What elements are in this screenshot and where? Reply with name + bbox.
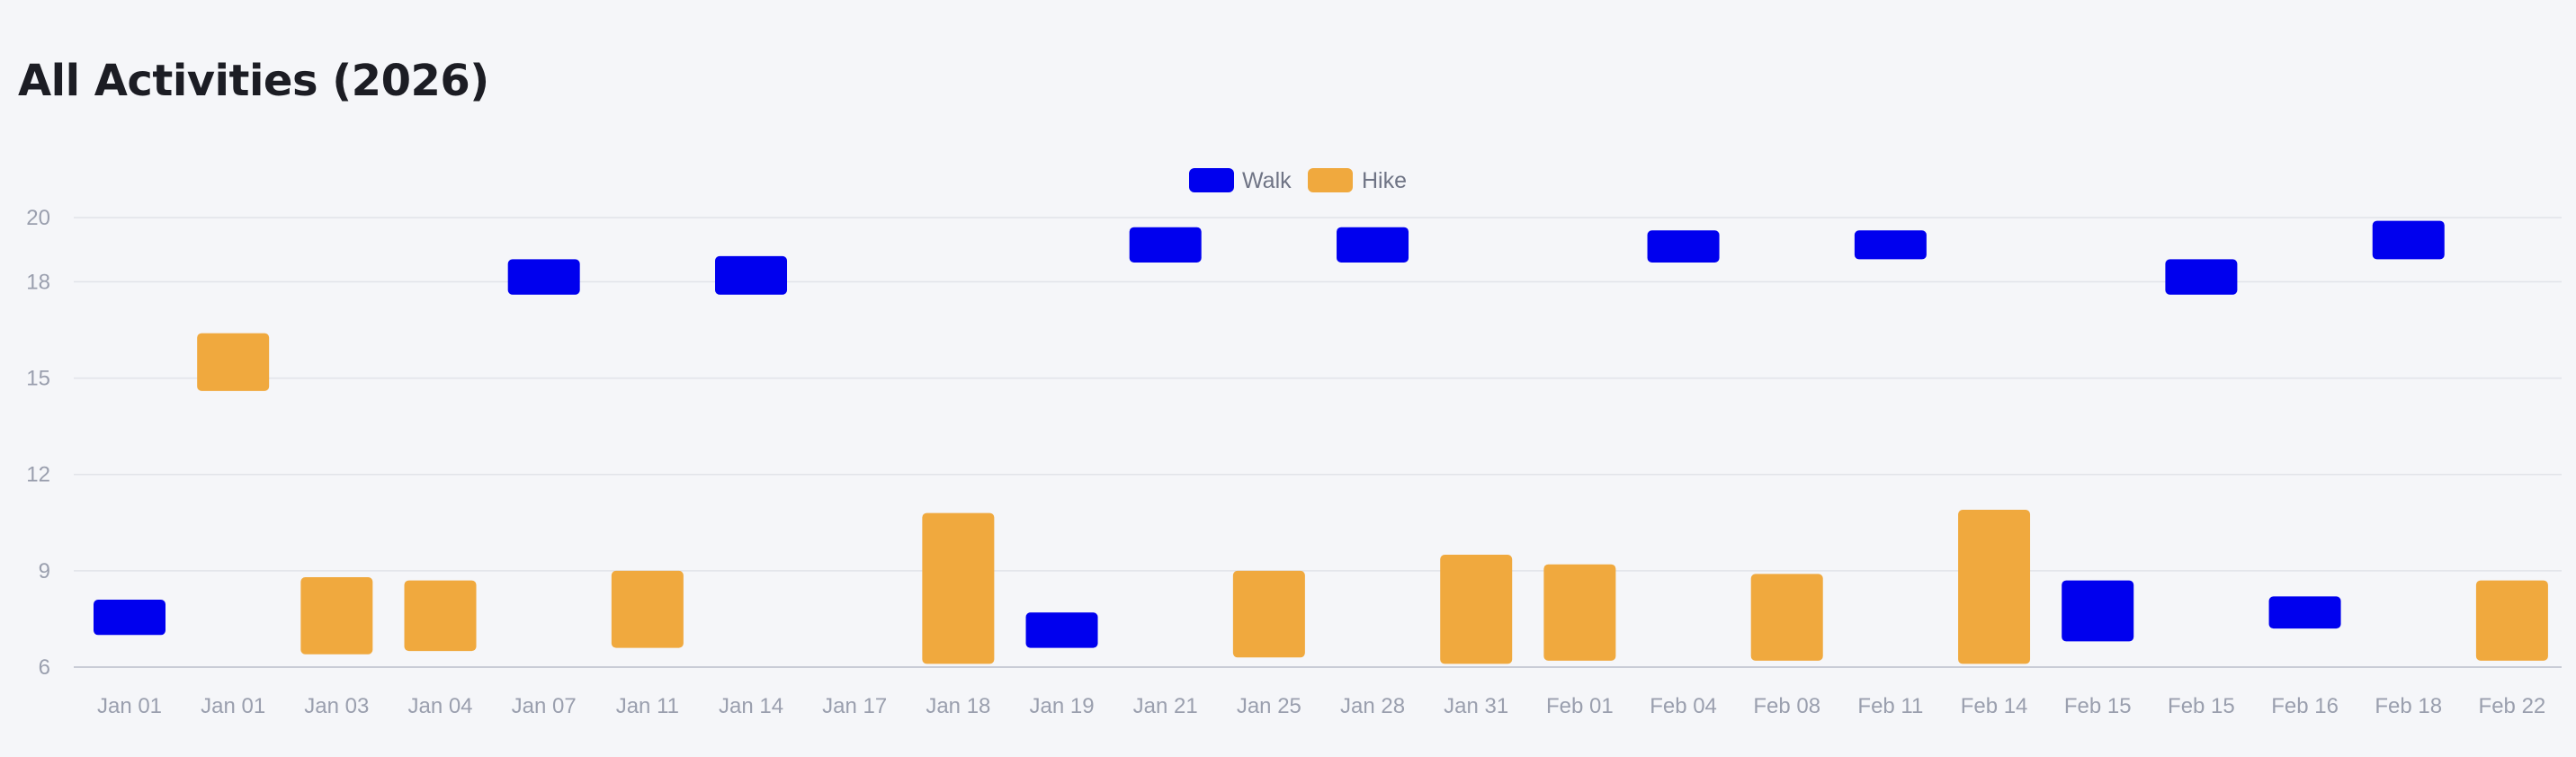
bar-walk[interactable] bbox=[2165, 259, 2238, 295]
bars bbox=[94, 220, 2548, 664]
bar-walk[interactable] bbox=[2372, 220, 2445, 260]
bar-hike[interactable] bbox=[611, 570, 684, 648]
x-tick-label: Jan 18 bbox=[926, 694, 990, 718]
chart-title: All Activities (2026) bbox=[18, 56, 489, 106]
bar-walk[interactable] bbox=[1129, 227, 1202, 263]
y-tick-label: 6 bbox=[39, 655, 50, 680]
x-tick-label: Feb 04 bbox=[1650, 694, 1717, 718]
bar-hike[interactable] bbox=[1543, 564, 1616, 661]
x-tick-label: Jan 01 bbox=[201, 694, 265, 718]
y-tick-label: 12 bbox=[26, 463, 50, 487]
y-tick-label: 20 bbox=[26, 206, 50, 230]
bar-hike[interactable] bbox=[1750, 574, 1823, 661]
bar-hike[interactable] bbox=[922, 512, 995, 664]
x-tick-label: Jan 04 bbox=[407, 694, 472, 718]
x-axis-ticks: Jan 01 Jan 01 Jan 03 Jan 04 Jan 07 Jan 11 Jan … bbox=[97, 694, 2545, 718]
bar-hike[interactable] bbox=[2475, 580, 2548, 661]
x-tick-label: Jan 19 bbox=[1029, 694, 1094, 718]
bar-walk[interactable] bbox=[1854, 230, 1927, 260]
bar-walk[interactable] bbox=[1337, 227, 1409, 263]
bar-walk[interactable] bbox=[94, 600, 165, 636]
bar-hike[interactable] bbox=[404, 580, 477, 652]
x-tick-label: Feb 16 bbox=[2271, 694, 2339, 718]
x-tick-label: Feb 15 bbox=[2064, 694, 2132, 718]
bar-walk[interactable] bbox=[1647, 230, 1720, 263]
legend-label-walk[interactable]: Walk bbox=[1242, 168, 1292, 193]
x-tick-label: Feb 11 bbox=[1857, 694, 1923, 718]
x-tick-label: Jan 11 bbox=[616, 694, 679, 718]
bar-walk[interactable] bbox=[2268, 596, 2341, 629]
y-tick-label: 9 bbox=[39, 559, 50, 583]
bar-hike[interactable] bbox=[1958, 510, 2031, 664]
x-tick-label: Feb 18 bbox=[2375, 694, 2442, 718]
bar-hike[interactable] bbox=[1440, 555, 1513, 664]
legend-swatch-walk[interactable] bbox=[1189, 168, 1234, 192]
bar-walk[interactable] bbox=[1025, 612, 1098, 648]
legend[interactable]: Walk Hike bbox=[1189, 168, 1407, 193]
x-tick-label: Jan 25 bbox=[1237, 694, 1301, 718]
x-tick-label: Jan 14 bbox=[719, 694, 783, 718]
x-tick-label: Jan 01 bbox=[97, 694, 162, 718]
x-tick-label: Feb 22 bbox=[2479, 694, 2546, 718]
y-tick-label: 18 bbox=[26, 270, 50, 294]
bar-hike[interactable] bbox=[197, 333, 270, 391]
bar-hike[interactable] bbox=[1232, 570, 1305, 658]
y-tick-label: 15 bbox=[26, 367, 50, 391]
x-tick-label: Jan 17 bbox=[822, 694, 887, 718]
y-axis-ticks: 6 9 12 15 18 20 bbox=[26, 206, 50, 680]
bar-walk[interactable] bbox=[2062, 580, 2134, 642]
x-tick-label: Feb 15 bbox=[2168, 694, 2235, 718]
x-tick-label: Feb 01 bbox=[1546, 694, 1614, 718]
x-tick-label: Jan 31 bbox=[1444, 694, 1508, 718]
legend-swatch-hike[interactable] bbox=[1308, 168, 1353, 192]
bar-hike[interactable] bbox=[300, 577, 373, 655]
x-tick-label: Jan 07 bbox=[512, 694, 577, 718]
x-tick-label: Feb 08 bbox=[1753, 694, 1820, 718]
x-tick-label: Jan 03 bbox=[304, 694, 369, 718]
x-tick-label: Jan 28 bbox=[1340, 694, 1405, 718]
x-tick-label: Jan 21 bbox=[1133, 694, 1198, 718]
x-tick-label: Feb 14 bbox=[1961, 694, 2028, 718]
grid-lines bbox=[74, 217, 2562, 668]
legend-label-hike[interactable]: Hike bbox=[1362, 168, 1407, 193]
bar-walk[interactable] bbox=[507, 259, 580, 295]
bar-walk[interactable] bbox=[715, 255, 788, 295]
